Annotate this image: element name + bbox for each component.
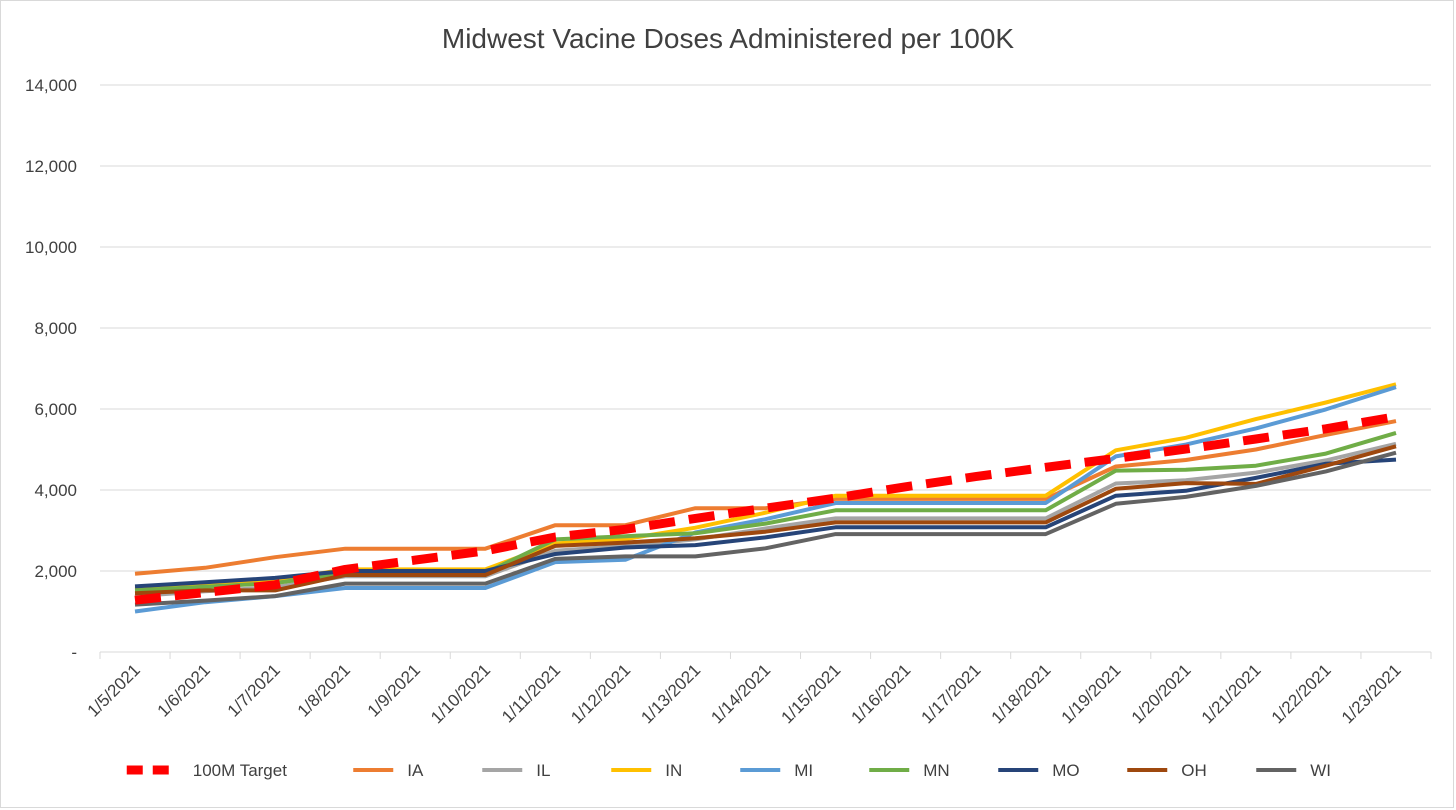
legend-item-wi: WI (1256, 761, 1331, 780)
legend-item-oh: OH (1127, 761, 1207, 780)
x-tick-label: 1/6/2021 (154, 660, 214, 720)
legend-item-il: IL (482, 761, 550, 780)
x-tick-label: 1/8/2021 (294, 660, 354, 720)
legend-label: IA (407, 761, 424, 780)
legend-item-mi: MI (740, 761, 813, 780)
y-tick-label: 6,000 (34, 400, 77, 419)
x-tick-label: 1/15/2021 (777, 660, 844, 727)
x-tick-label: 1/10/2021 (427, 660, 494, 727)
series-line-oh (134, 444, 1397, 596)
x-tick-label: 1/7/2021 (224, 660, 284, 720)
legend-label: IN (665, 761, 682, 780)
legend-label: 100M Target (193, 761, 287, 780)
x-tick-label: 1/14/2021 (707, 660, 774, 727)
legend-item-100m-target: 100M Target (126, 761, 287, 780)
x-tick-label: 1/20/2021 (1128, 660, 1195, 727)
chart-title: Midwest Vacine Doses Administered per 10… (442, 23, 1015, 54)
series-line-wi (134, 450, 1397, 607)
y-tick-label: 12,000 (25, 157, 77, 176)
y-tick-label: 8,000 (34, 319, 77, 338)
legend-item-mn: MN (869, 761, 950, 780)
y-tick-label: 4,000 (34, 481, 77, 500)
y-tick-label: 10,000 (25, 238, 77, 257)
series-line-ia (134, 419, 1397, 576)
legend-label: WI (1310, 761, 1331, 780)
legend-label: MN (923, 761, 949, 780)
x-tick-label: 1/11/2021 (498, 660, 564, 726)
x-tick-label: 1/9/2021 (364, 660, 424, 720)
y-axis: - 2,000 4,000 6,000 8,000 10,000 12,000 14,000 (25, 76, 77, 662)
x-tick-label: 1/17/2021 (918, 660, 985, 727)
legend-item-in: IN (611, 761, 682, 780)
legend-item-mo: MO (998, 761, 1080, 780)
x-tick-label: 1/12/2021 (567, 660, 634, 727)
y-tick-label: - (71, 643, 77, 662)
x-tick-label: 1/21/2021 (1198, 660, 1265, 727)
x-axis: 1/5/2021 1/6/2021 1/7/2021 1/8/2021 1/9/2021… (84, 651, 1432, 727)
x-tick-label: 1/5/2021 (84, 660, 144, 720)
legend: 100M Target IA IL IN MI MN MO OH WI (126, 761, 1331, 780)
x-tick-label: 1/22/2021 (1268, 660, 1335, 727)
legend-label: MI (794, 761, 813, 780)
series-lines (134, 382, 1397, 614)
legend-label: OH (1181, 761, 1207, 780)
gridlines (100, 84, 1431, 572)
y-tick-label: 2,000 (34, 562, 77, 581)
x-tick-label: 1/19/2021 (1058, 660, 1125, 727)
x-tick-label: 1/23/2021 (1338, 660, 1405, 727)
x-tick-label: 1/18/2021 (988, 660, 1055, 727)
y-tick-label: 14,000 (25, 76, 77, 95)
legend-label: IL (536, 761, 550, 780)
series-line-100m-target (134, 412, 1397, 605)
legend-item-ia: IA (353, 761, 424, 780)
x-tick-label: 1/13/2021 (637, 660, 704, 727)
legend-label: MO (1052, 761, 1079, 780)
x-tick-label: 1/16/2021 (848, 660, 915, 727)
